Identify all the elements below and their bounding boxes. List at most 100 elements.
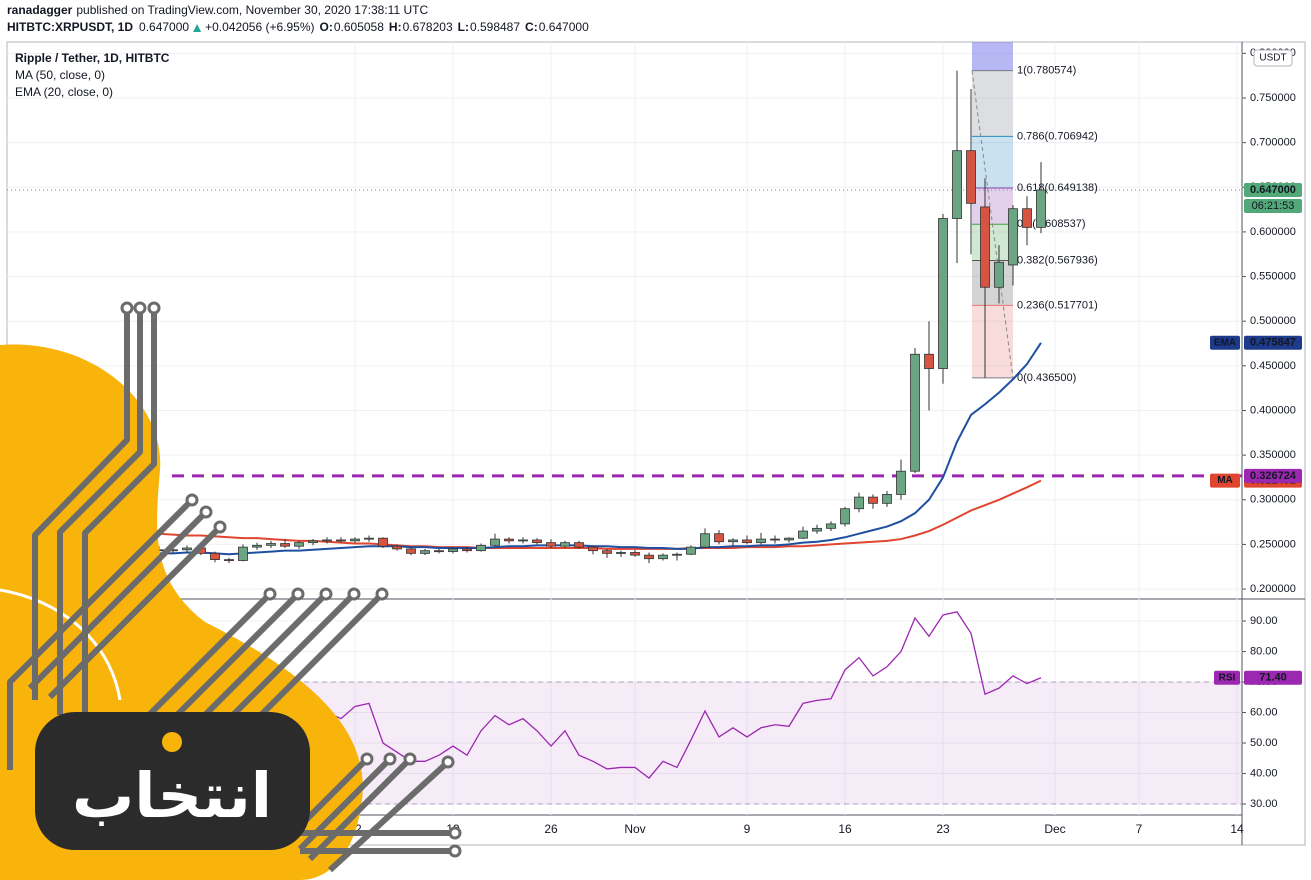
candle-body (952, 150, 962, 219)
candle-body (616, 552, 626, 554)
fib-zone (972, 260, 1013, 306)
marker-name: EMA (1214, 337, 1236, 348)
rsi-tick-label: 30.00 (1250, 798, 1278, 810)
candle-body (686, 546, 696, 555)
marker-tag (1214, 670, 1240, 685)
watermark-logo: انتخاب (0, 301, 462, 880)
circuit-line (32, 308, 130, 700)
circuit-line (82, 308, 157, 712)
legend: Ripple / Tether, 1D, HITBTC MA (50, clos… (15, 51, 170, 99)
candle-body (882, 494, 892, 504)
candle-body (840, 508, 850, 525)
candle-body (462, 548, 472, 552)
rsi-tick-label: 60.00 (1250, 706, 1278, 718)
y-tick-label: 0.400000 (1250, 404, 1296, 416)
circuit-dot (360, 752, 374, 766)
candle-body (476, 544, 486, 552)
published-info: published on TradingView.com, November 3… (76, 3, 428, 17)
up-arrow (193, 24, 202, 32)
x-tick-label: 26 (544, 822, 558, 836)
candle-body (938, 218, 948, 369)
fib-zone (972, 305, 1013, 378)
candle-body (672, 553, 682, 556)
circuit-dot (263, 587, 277, 601)
fib-label: 0.5(0.608537) (1017, 218, 1086, 230)
candle-body (518, 539, 528, 542)
candle-body (994, 261, 1004, 288)
marker-tag (1210, 335, 1240, 350)
candle-body (322, 539, 332, 542)
fib-extension (972, 42, 1013, 71)
x-tick-label: Dec (1044, 822, 1065, 836)
x-tick-label: Nov (624, 822, 645, 836)
candle-body (210, 552, 220, 561)
x-tick-label: 14 (1230, 822, 1244, 836)
ohlc-key: H: (389, 20, 402, 34)
fib-zone (972, 224, 1013, 261)
logo-text: انتخاب (72, 759, 272, 832)
fib-label: 0.786(0.706942) (1017, 130, 1098, 142)
candle-body (784, 537, 794, 541)
x-tick-label: 23 (936, 822, 950, 836)
y-tick-label: 0.200000 (1250, 583, 1296, 595)
candle-body (630, 552, 640, 556)
circuit-line (307, 756, 413, 862)
header: ranadagger published on TradingView.com, … (7, 3, 589, 34)
price-change: +0.042056 (+6.95%) (205, 20, 314, 34)
fib-trendline (971, 70, 1014, 378)
candle-body (896, 470, 906, 495)
circuit-dots (120, 301, 462, 858)
fib-zone (972, 188, 1013, 225)
candle-body (966, 150, 976, 204)
author: ranadagger (7, 3, 73, 17)
x-tick-label: 16 (838, 822, 852, 836)
candle-body (714, 533, 724, 543)
y-tick-label: 0.700000 (1250, 137, 1296, 149)
hline-marker-label: 0.326724 (1250, 470, 1297, 482)
candle-body (546, 542, 556, 547)
circuit-dot (133, 301, 147, 315)
candle-body (1008, 208, 1018, 266)
y-tick-label: 0.250000 (1250, 538, 1296, 550)
circuit-line (57, 308, 143, 715)
ohlc-value: 0.605058 (334, 20, 384, 34)
circuit-dot (213, 520, 227, 534)
circuit-dot (375, 587, 389, 601)
rsi-marker-label: 71.40 (1259, 672, 1287, 684)
fib-label: 0.618(0.649138) (1017, 182, 1098, 194)
hline-marker-box (1244, 468, 1302, 483)
circuit-line (231, 591, 357, 717)
candle-body (434, 550, 444, 553)
candle-body (252, 544, 262, 548)
circuit-line (259, 591, 385, 717)
fib-label: 0.236(0.517701) (1017, 299, 1098, 311)
rsi-marker-box (1244, 670, 1302, 685)
candle-body (574, 542, 584, 548)
candle-body (392, 545, 402, 550)
price-marker-label: 0.475847 (1250, 337, 1296, 349)
candle-body (658, 554, 668, 560)
rsi-tick-label: 80.00 (1250, 645, 1278, 657)
bitcoin-icon (162, 732, 182, 752)
y-tick-label: 0.500000 (1250, 315, 1296, 327)
candle-body (924, 353, 934, 369)
candle-body (868, 496, 878, 504)
candle-body (798, 530, 808, 539)
ohlc-value: 0.598487 (470, 20, 520, 34)
candle-body (826, 523, 836, 529)
fib-label: 1(0.780574) (1017, 65, 1076, 77)
circuit-dot (199, 505, 213, 519)
ohlc-key: L: (458, 20, 469, 34)
circuit-dot (403, 752, 417, 766)
y-tick-label: 0.450000 (1250, 360, 1296, 372)
candle-body (406, 548, 416, 554)
marker-tag (1210, 473, 1240, 488)
candle-body (420, 550, 430, 554)
candle-body (490, 538, 500, 546)
currency: USDT (1259, 53, 1286, 64)
candle-body (238, 546, 248, 561)
rsi-tick-label: 90.00 (1250, 615, 1278, 627)
circuit-dot (147, 301, 161, 315)
circuit-dot (185, 493, 199, 507)
candle-body (854, 496, 864, 510)
